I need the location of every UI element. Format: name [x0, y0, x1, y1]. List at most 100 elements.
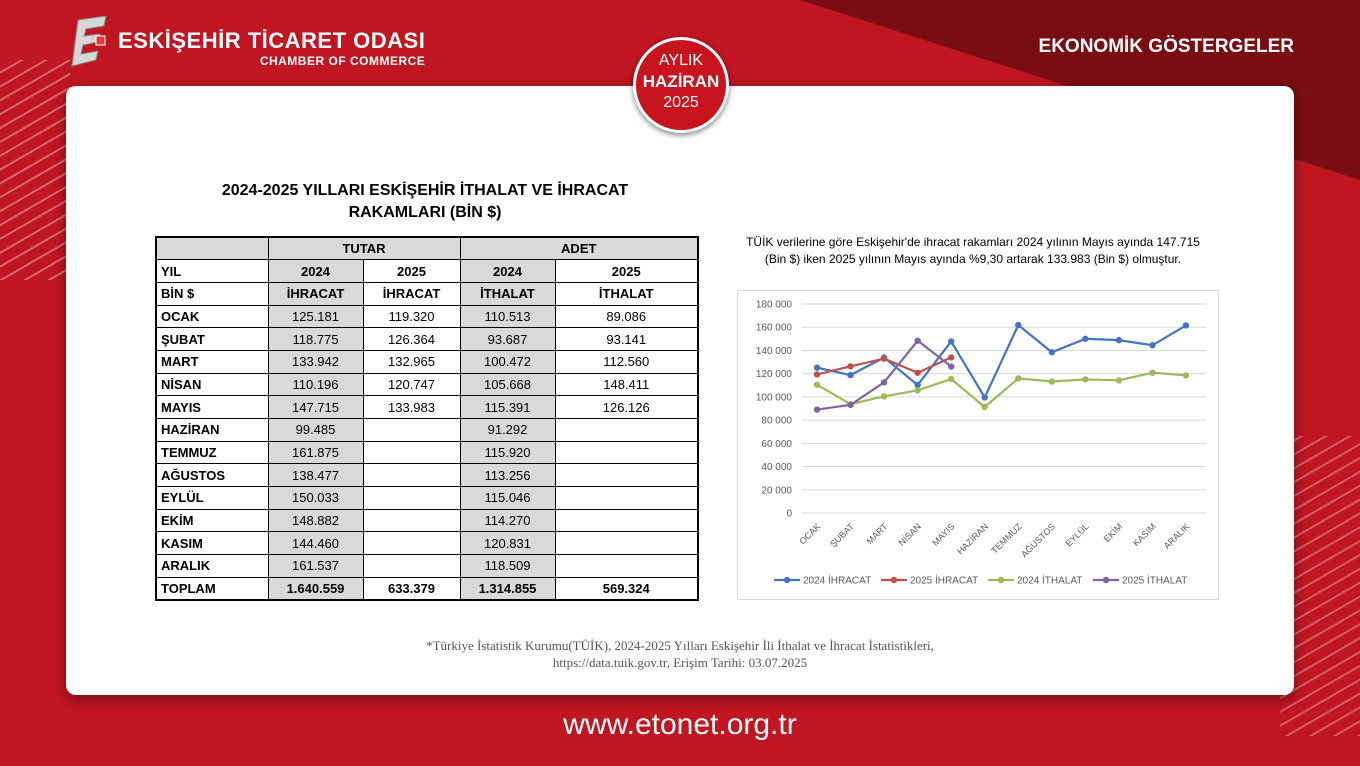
value-cell — [554, 463, 699, 488]
legend-label: 2025 İTHALAT — [1122, 574, 1187, 587]
value-cell: 114.270 — [459, 508, 556, 533]
y-tick-label: 20 000 — [761, 485, 792, 496]
value-cell: 119.320 — [362, 304, 461, 329]
month-cell: MART — [155, 349, 269, 374]
header-adet: ADET — [459, 236, 699, 261]
value-cell — [362, 531, 461, 556]
data-point — [1015, 375, 1022, 382]
x-tick-label: EKİM — [1102, 521, 1125, 544]
month-cell: OCAK — [155, 304, 269, 329]
value-cell: 633.379 — [362, 576, 461, 601]
x-tick-label: HAZİRAN — [955, 521, 990, 556]
data-point — [813, 406, 821, 413]
unit-label: BİN $ — [155, 281, 269, 306]
value-cell: 93.141 — [554, 327, 699, 351]
value-cell: 138.477 — [267, 463, 364, 488]
data-point — [1182, 372, 1190, 379]
value-cell: 118.775 — [267, 327, 364, 351]
table-row: KASIM 144.460 120.831 — [155, 531, 699, 556]
x-tick-label: OCAK — [797, 521, 822, 546]
series-line — [816, 371, 1187, 409]
value-cell — [362, 463, 461, 488]
value-cell — [362, 554, 461, 578]
y-tick-label: 160 000 — [756, 323, 793, 334]
value-cell — [554, 440, 699, 465]
value-cell — [554, 531, 699, 556]
value-cell — [554, 508, 699, 533]
year-cell: 2025 — [362, 259, 461, 283]
data-point — [947, 375, 955, 383]
title-line: 2024-2025 YILLARI ESKİŞEHİR İTHALAT VE İ… — [221, 182, 629, 199]
value-cell: 110.513 — [459, 304, 556, 329]
value-cell: 118.509 — [459, 554, 556, 578]
value-cell: 133.942 — [267, 349, 364, 374]
data-point — [1048, 378, 1056, 385]
value-cell: 112.560 — [554, 349, 699, 374]
legend-marker — [1102, 576, 1110, 584]
data-point — [1149, 342, 1156, 349]
value-cell: 115.046 — [459, 486, 556, 510]
type-cell: İHRACAT — [267, 281, 364, 306]
month-cell: MAYIS — [155, 395, 269, 419]
value-cell — [554, 486, 699, 510]
data-point — [813, 371, 821, 378]
value-cell: 91.292 — [459, 418, 556, 442]
value-cell: 147.715 — [267, 395, 364, 419]
value-cell: 105.668 — [459, 372, 556, 397]
legend-marker — [890, 576, 898, 584]
footnote: *Türkiye İstatistik Kurumu(TÜİK), 2024-2… — [0, 637, 1360, 671]
website-link[interactable]: www.etonet.org.tr — [563, 708, 797, 741]
data-point — [1182, 322, 1190, 329]
data-point — [880, 393, 888, 400]
value-cell: 89.086 — [554, 304, 699, 329]
value-cell — [362, 486, 461, 510]
table-row: HAZİRAN 99.485 91.292 — [155, 418, 699, 442]
table-row: ARALIK 161.537 118.509 — [155, 554, 699, 578]
title-line: RAKAMLARI (BİN $) — [348, 204, 502, 221]
header-tutar: TUTAR — [267, 236, 461, 261]
month-cell: ŞUBAT — [155, 327, 269, 351]
trade-table: TUTAR ADET YIL 2024 2025 2024 2025 BİN $… — [155, 236, 699, 601]
y-tick-label: 180 000 — [756, 300, 793, 311]
data-point — [914, 387, 921, 394]
value-cell: 133.983 — [362, 395, 461, 419]
data-point — [880, 355, 888, 362]
legend-label: 2025 İHRACAT — [910, 574, 978, 587]
value-cell: 120.747 — [362, 372, 461, 397]
table-row: OCAK 125.181 119.320 110.513 89.086 — [155, 304, 699, 329]
eto-logo-icon — [68, 15, 110, 74]
legend-marker — [783, 576, 791, 584]
value-cell: 569.324 — [554, 576, 699, 601]
value-cell: 99.485 — [267, 418, 364, 442]
month-cell: EYLÜL — [155, 486, 269, 510]
value-cell: 150.033 — [267, 486, 364, 510]
month-cell: ARALIK — [155, 554, 269, 578]
data-point — [914, 381, 921, 389]
value-cell: 125.181 — [267, 304, 364, 329]
type-cell: İTHALAT — [554, 281, 699, 306]
x-tick-label: KASIM — [1131, 521, 1158, 548]
x-tick-label: AĞUSTOS — [1019, 521, 1057, 559]
table-row: NİSAN 110.196 120.747 105.668 148.411 — [155, 372, 699, 397]
legend-label: 2024 İTHALAT — [1017, 574, 1082, 587]
value-cell: 120.831 — [459, 531, 556, 556]
org-name: ESKİŞEHİR TİCARET ODASI — [118, 28, 426, 53]
month-cell: NİSAN — [155, 372, 269, 397]
data-point — [813, 364, 821, 371]
line-chart: 0 20 000 40 000 60 000 80 000 100 000 120 000 1… — [737, 290, 1219, 600]
value-cell: 148.411 — [554, 372, 699, 397]
data-point — [1115, 377, 1123, 384]
value-cell — [362, 440, 461, 465]
y-tick-label: 80 000 — [761, 416, 792, 427]
table-group-header: TUTAR ADET — [155, 236, 699, 261]
legend-marker — [997, 576, 1005, 584]
data-point — [981, 403, 988, 411]
x-tick-label: TEMMUZ — [989, 521, 1024, 556]
year-cell: 2024 — [459, 259, 556, 283]
value-cell: 132.965 — [362, 349, 461, 374]
table-type-header: BİN $ İHRACAT İHRACAT İTHALAT İTHALAT — [155, 281, 699, 306]
data-point — [1048, 349, 1056, 356]
badge-frequency: AYLIK — [658, 52, 704, 69]
value-cell: 126.126 — [554, 395, 699, 419]
chart-svg: 0 20 000 40 000 60 000 80 000 100 000 120 000 1… — [756, 300, 1206, 587]
